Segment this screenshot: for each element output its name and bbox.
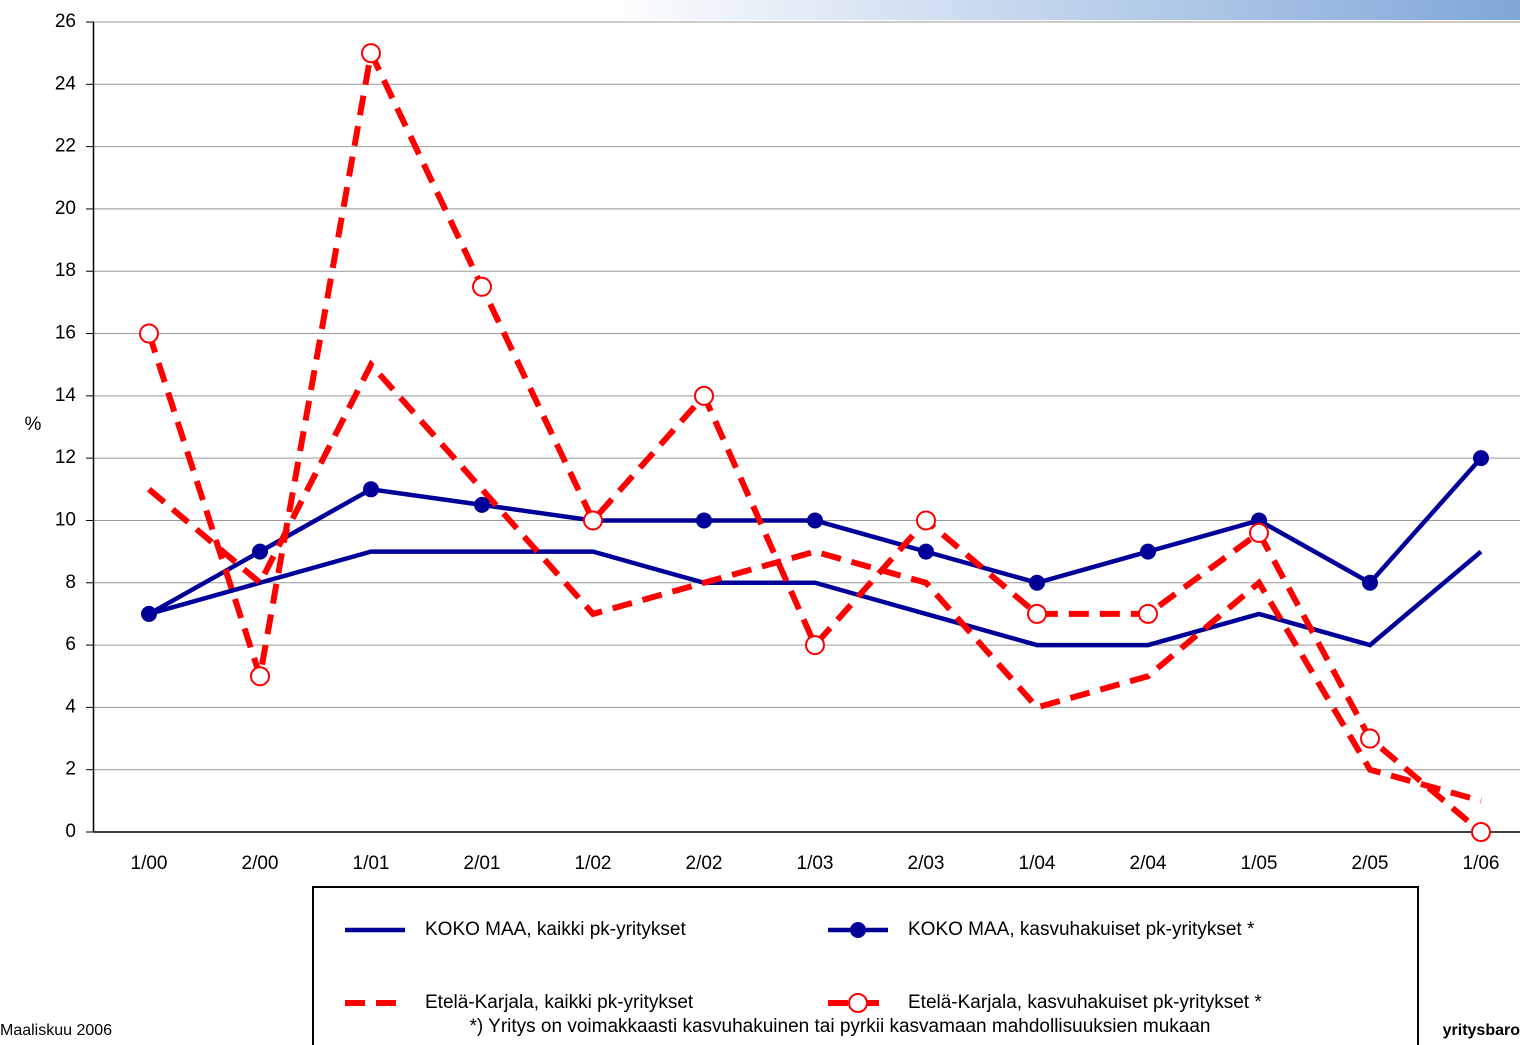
series-line (147, 359, 1482, 804)
legend-label: KOKO MAA, kaikki pk-yritykset (425, 919, 686, 940)
point-marker (807, 512, 823, 529)
y-tick-label: 4 (65, 696, 76, 717)
y-tick-label: 10 (55, 509, 76, 530)
y-tick-label: 14 (55, 385, 77, 406)
y-tick-label: 24 (55, 73, 77, 94)
point-marker (250, 666, 270, 687)
point-marker (361, 43, 381, 64)
x-tick-label: 2/04 (1130, 853, 1167, 874)
header-band (600, 0, 1520, 20)
y-tick-label: 2 (65, 759, 76, 780)
point-marker (1362, 574, 1378, 591)
point-marker (1473, 450, 1489, 467)
legend-marker (848, 993, 868, 1013)
x-tick-label: 2/02 (686, 853, 723, 874)
footnote: *) Yritys on voimakkaasti kasvuhakuinen … (470, 1016, 1211, 1037)
x-tick-label: 1/00 (131, 853, 168, 874)
point-marker (141, 605, 157, 622)
x-tick-label: 1/06 (1463, 853, 1500, 874)
source: yritysbaro (1443, 1022, 1520, 1039)
point-marker (1027, 603, 1047, 624)
x-tick-label: 1/02 (575, 853, 612, 874)
point-marker (918, 543, 934, 560)
y-tick-label: 0 (65, 821, 76, 842)
point-marker (472, 276, 492, 297)
y-tick-label: 26 (55, 11, 76, 32)
point-marker (1471, 822, 1491, 842)
point-marker (583, 510, 603, 531)
legend-label: KOKO MAA, kasvuhakuiset pk-yritykset * (908, 919, 1255, 940)
y-tick-label: 22 (55, 136, 76, 157)
point-marker (1249, 522, 1269, 543)
x-tick-label: 2/00 (242, 853, 279, 874)
point-marker (1360, 728, 1380, 749)
y-axis-label: % (25, 414, 42, 435)
x-tick-label: 1/05 (1241, 853, 1278, 874)
series-line (148, 549, 1483, 648)
point-marker (1029, 574, 1045, 591)
x-tick-label: 1/03 (797, 853, 834, 874)
y-tick-label: 16 (55, 323, 76, 344)
plot-area (93, 20, 1520, 832)
x-tick-label: 2/01 (464, 853, 501, 874)
legend-label: Etelä-Karjala, kaikki pk-yritykset (425, 992, 694, 1013)
point-marker (1140, 543, 1156, 560)
date-note: Maaliskuu 2006 (0, 1022, 112, 1039)
x-tick-label: 2/05 (1352, 853, 1389, 874)
point-marker (363, 481, 379, 498)
x-tick-label: 1/04 (1019, 853, 1056, 874)
point-marker (694, 385, 714, 406)
point-marker (805, 635, 825, 656)
legend-label: Etelä-Karjala, kasvuhakuiset pk-yritykse… (908, 992, 1262, 1013)
y-tick-label: 20 (55, 198, 76, 219)
point-marker (139, 323, 159, 344)
y-tick-label: 8 (65, 572, 76, 593)
legend-marker (850, 922, 866, 938)
x-tick-label: 1/01 (353, 853, 390, 874)
point-marker (1138, 603, 1158, 624)
point-marker (252, 543, 268, 560)
legend (312, 886, 1419, 1045)
point-marker (696, 512, 712, 529)
y-tick-label: 18 (55, 260, 76, 281)
y-tick-label: 6 (65, 634, 76, 655)
point-marker (916, 510, 936, 531)
y-tick-label: 12 (55, 447, 76, 468)
x-tick-label: 2/03 (908, 853, 945, 874)
point-marker (474, 496, 490, 513)
